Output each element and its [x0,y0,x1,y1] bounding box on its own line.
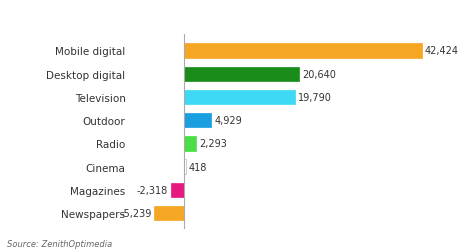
Text: 4,929: 4,929 [214,116,242,126]
Bar [154,206,184,220]
Text: -5,239: -5,239 [120,208,151,218]
Text: 2,293: 2,293 [199,139,227,149]
Text: 42,424: 42,424 [425,46,459,56]
Text: Source: ZenithOptimedia: Source: ZenithOptimedia [7,239,112,248]
Bar [184,114,211,128]
Text: 19,790: 19,790 [297,92,332,103]
Bar [184,67,299,82]
Text: -2,318: -2,318 [136,185,168,195]
Bar [184,44,422,58]
Text: 418: 418 [189,162,207,172]
Bar [170,183,184,197]
Bar [184,90,295,105]
Bar [184,137,197,151]
Text: Contribution to global growth in adspend by medium 2014-2017 (US$ million): Contribution to global growth in adspend… [6,12,435,22]
Bar [184,160,186,174]
Text: 20,640: 20,640 [302,70,336,79]
